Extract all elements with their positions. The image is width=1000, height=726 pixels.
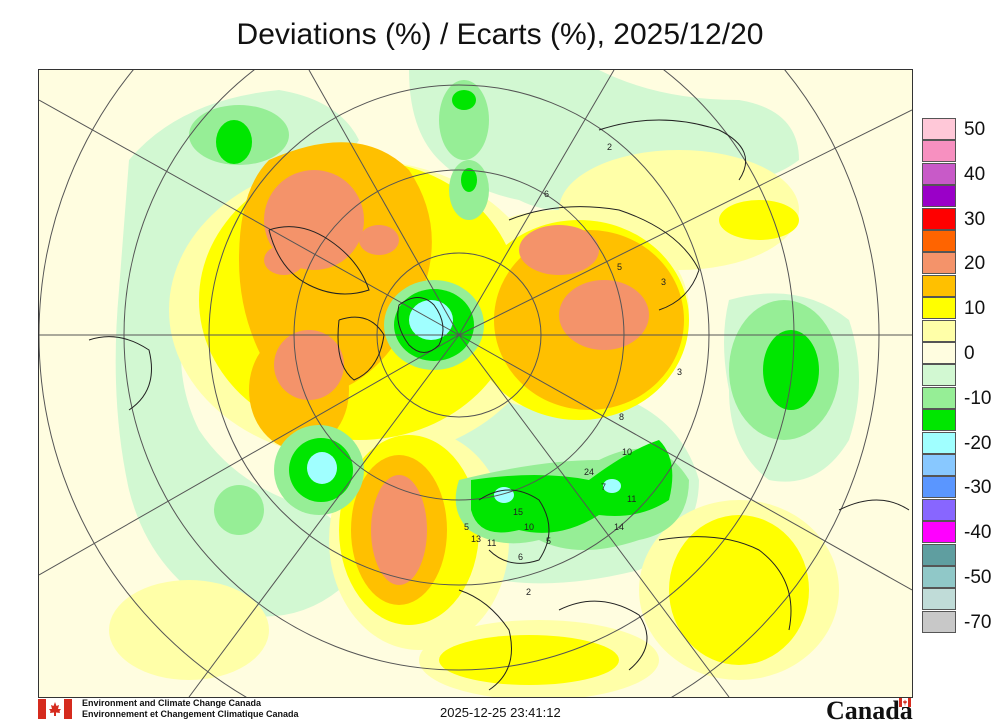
- agency-name-fr: Environnement et Changement Climatique C…: [82, 709, 299, 719]
- station-value: 10: [622, 447, 632, 457]
- timestamp: 2025-12-25 23:41:12: [440, 705, 561, 720]
- station-value: 5: [464, 522, 469, 532]
- station-value: 10: [524, 522, 534, 532]
- legend-swatch: [922, 588, 956, 611]
- legend-label: -20: [964, 432, 992, 454]
- legend-swatch: [922, 118, 956, 140]
- station-value: 3: [661, 277, 666, 287]
- legend-swatch: [922, 498, 956, 521]
- canada-wordmark: Canada: [826, 696, 913, 725]
- legend-swatch: [922, 521, 956, 544]
- station-values: 2 6 5 3 3 8 24 10 7 11 14 15 10 5 6 13 1…: [464, 142, 682, 597]
- legend-label: 0: [964, 343, 975, 364]
- legend-label: 20: [964, 253, 986, 275]
- legend-swatch: [922, 162, 956, 185]
- legend-swatch: [922, 185, 956, 208]
- legend-swatch: [922, 566, 956, 588]
- legend-label: 10: [964, 298, 986, 320]
- station-value: 13: [471, 534, 481, 544]
- legend-swatch: [922, 454, 956, 476]
- legend-swatch: [922, 207, 956, 230]
- legend-label: -50: [964, 567, 992, 588]
- station-value: 11: [487, 538, 496, 548]
- legend-swatch: [922, 386, 956, 409]
- map-title: Deviations (%) / Ecarts (%), 2025/12/20: [236, 18, 764, 51]
- station-value: 2: [607, 142, 612, 152]
- agency-name-en: Environment and Climate Change Canada: [82, 698, 262, 708]
- legend-swatch: [922, 274, 956, 297]
- salmon-regions: [264, 170, 649, 585]
- legend-swatch: [922, 230, 956, 252]
- meridians: [39, 70, 912, 697]
- station-value: 5: [546, 536, 551, 546]
- legend-swatch: [922, 610, 956, 633]
- legend-swatch: [922, 431, 956, 454]
- legend-label: 50: [964, 119, 986, 140]
- legend-label: -10: [964, 387, 992, 409]
- station-value: 24: [584, 467, 594, 477]
- station-value: 5: [617, 262, 622, 272]
- station-value: 6: [544, 189, 549, 199]
- station-value: 3: [677, 367, 682, 377]
- legend-label: 30: [964, 208, 986, 230]
- legend-swatch: [922, 409, 956, 432]
- cyan-regions: [307, 300, 621, 503]
- legend-swatch: [922, 342, 956, 364]
- station-value: 15: [513, 507, 523, 517]
- ozone-deviation-map: 2 6 5 3 3 8 24 10 7 11 14 15 10 5 6 13 1…: [38, 69, 913, 698]
- station-value: 7: [601, 482, 606, 492]
- legend-swatch: [922, 476, 956, 499]
- legend-swatch: [922, 543, 956, 566]
- station-value: 8: [619, 412, 624, 422]
- legend-label: -70: [964, 611, 992, 633]
- station-value: 6: [518, 552, 523, 562]
- legend-swatch: [922, 364, 956, 387]
- station-value: 14: [614, 522, 624, 532]
- wordmark-flag-icon: [899, 698, 911, 707]
- legend-label: -40: [964, 522, 992, 544]
- coastlines: [88, 119, 910, 691]
- station-value: 2: [526, 587, 531, 597]
- legend-swatch: [922, 252, 956, 275]
- legend-swatch: [922, 140, 956, 163]
- legend-label: -30: [964, 477, 992, 499]
- legend-swatch: [922, 319, 956, 342]
- legend-label: 40: [964, 163, 986, 185]
- station-value: 11: [627, 494, 636, 504]
- canada-flag-icon: [38, 699, 72, 719]
- legend-swatch: [922, 297, 956, 320]
